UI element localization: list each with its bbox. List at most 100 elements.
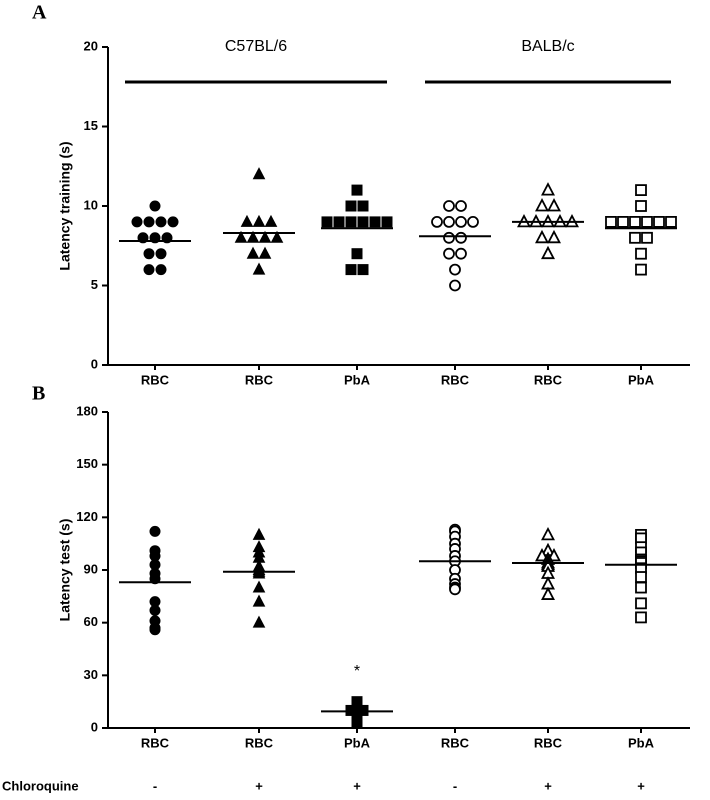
row-value: + [544,778,552,793]
point [629,215,641,228]
y-tick-label: 30 [84,667,98,682]
point [234,230,248,243]
row-value: + [637,778,645,793]
point [635,184,647,197]
x-tick-label: RBC [245,372,274,387]
y-tick-label: 90 [84,561,98,576]
y-axis-label: Latency test (s) [57,519,73,622]
point [635,597,647,610]
point [155,248,167,260]
x-tick-label: PbA [628,735,655,750]
y-tick-label: 5 [91,277,98,292]
point [345,216,357,228]
point [240,214,254,227]
y-tick-label: 120 [76,509,98,524]
point [455,200,467,212]
point [629,231,641,244]
point [252,262,266,275]
point [653,215,665,228]
point [252,580,266,593]
row-value: - [153,778,157,793]
point [167,216,179,228]
point [547,229,561,244]
x-tick-label: RBC [141,735,170,750]
point [252,527,266,540]
point [641,215,653,228]
point [252,167,266,180]
point [449,583,461,596]
point [547,198,561,212]
point [541,526,555,541]
point [321,216,333,228]
point [149,573,161,585]
point [258,230,272,243]
point [535,229,549,244]
point [635,247,647,260]
x-tick-label: RBC [534,372,563,387]
point [155,216,167,228]
x-tick-label: RBC [441,372,470,387]
point [455,215,467,228]
point [351,717,363,729]
point [149,200,161,212]
point [270,230,284,243]
point [149,604,161,616]
point [443,200,455,212]
significance-mark: * [354,663,360,680]
point [449,263,461,276]
point [665,215,677,228]
point [635,200,647,212]
point [443,231,455,244]
y-axis-label: Latency training (s) [57,141,73,270]
point [605,215,617,228]
point [246,246,260,259]
x-tick-label: PbA [344,372,371,387]
row-value: + [353,778,361,793]
point [541,245,555,260]
point [443,247,455,260]
point [351,184,363,196]
point [635,263,647,276]
x-tick-label: RBC [441,735,470,750]
point [455,247,467,260]
point [369,216,381,228]
point [131,216,143,228]
point [541,182,555,196]
point [333,216,345,228]
point [252,594,266,607]
point [252,615,266,628]
point [635,611,647,624]
point [264,214,278,227]
strain-label: BALB/c [521,38,574,55]
x-tick-label: RBC [534,735,563,750]
point [431,215,443,228]
x-tick-label: RBC [245,735,274,750]
panel-label: B [32,383,45,405]
point [455,231,467,244]
point [345,200,357,212]
point [149,624,161,636]
point [258,246,272,259]
y-tick-label: 10 [84,197,98,212]
x-tick-label: PbA [344,735,371,750]
row-label: Chloroquine [2,778,79,793]
point [467,215,479,228]
strain-label: C57BL/6 [225,38,287,55]
y-tick-label: 0 [91,356,98,371]
y-tick-label: 180 [76,403,98,418]
point [535,198,549,212]
y-tick-label: 0 [91,719,98,734]
point [357,216,369,228]
x-tick-label: RBC [141,372,170,387]
row-value: + [255,778,263,793]
y-tick-label: 150 [76,456,98,471]
point [252,566,266,579]
point [155,264,167,276]
y-tick-label: 15 [84,118,98,133]
point [635,571,647,583]
point [449,279,461,292]
y-tick-label: 60 [84,614,98,629]
y-tick-label: 20 [84,38,98,53]
point [381,216,393,228]
point [641,231,653,244]
